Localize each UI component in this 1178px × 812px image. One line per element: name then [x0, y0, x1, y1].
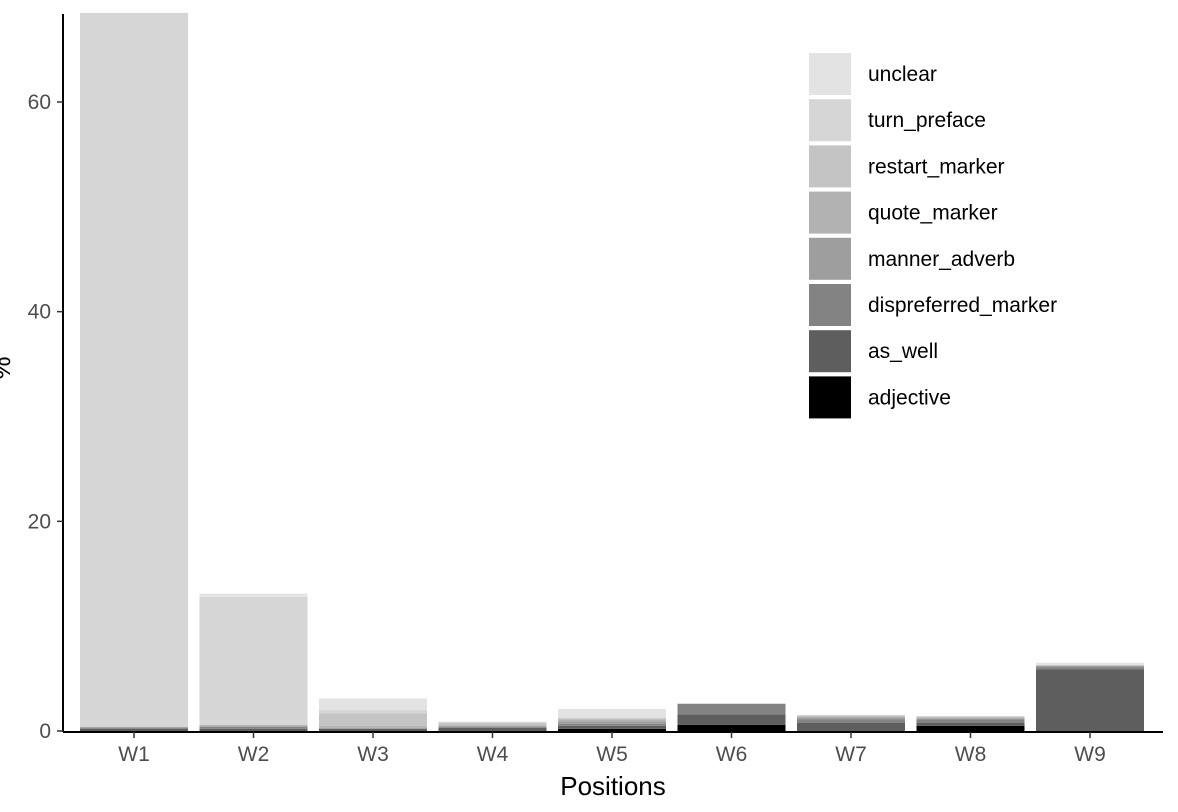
- bar-segment-W1-manner_adverb: [80, 726, 188, 728]
- bar-segment-W4-dispreferred_marker: [438, 726, 547, 728]
- legend-key: [809, 284, 851, 326]
- bar-segment-W2-unclear: [199, 593, 308, 597]
- legend-label: quote_marker: [868, 202, 998, 225]
- bar-segment-W2-dispreferred_marker: [199, 726, 308, 729]
- bar-segment-W5-unclear: [558, 708, 666, 718]
- bar-segment-W3-quote_marker: [319, 725, 427, 728]
- bar-segment-W9-restart_marker: [1036, 664, 1144, 667]
- legend-key: [809, 145, 851, 188]
- legend-key: [809, 53, 851, 95]
- bar-segment-W9-unclear: [1036, 662, 1144, 665]
- legend-label: restart_marker: [868, 155, 1005, 178]
- y-axis-title: %: [0, 356, 16, 379]
- bars: [80, 12, 1144, 731]
- x-axis-title: Positions: [560, 771, 666, 801]
- bar-segment-W6-dispreferred_marker: [677, 703, 786, 715]
- legend: unclear turn_preface restart_marker quote_m…: [809, 53, 1057, 419]
- bar-segment-W4-manner_adverb: [438, 725, 547, 727]
- bar-segment-W4-restart_marker: [438, 722, 547, 725]
- legend-key: [809, 191, 851, 234]
- bar-segment-W3-restart_marker: [319, 713, 427, 726]
- bar-segment-W2-manner_adverb: [199, 725, 308, 727]
- legend-key: [809, 99, 851, 142]
- bar-segment-W7-manner_adverb: [797, 717, 905, 720]
- legend-item-turn_preface: turn_preface: [809, 99, 986, 142]
- bar-segment-W5-quote_marker: [558, 719, 666, 722]
- bar-segment-W4-as_well: [438, 727, 547, 731]
- legend-item-unclear: unclear: [809, 53, 937, 95]
- bar-segment-W9-as_well: [1036, 669, 1144, 731]
- bar-segment-W3-as_well: [319, 728, 427, 731]
- bar-segment-W3-turn_preface: [319, 710, 427, 714]
- bar-segment-W7-as_well: [797, 722, 905, 731]
- bar-segment-W8-quote_marker: [916, 717, 1025, 719]
- bar-segment-W8-manner_adverb: [916, 718, 1025, 720]
- legend-item-dispreferred_marker: dispreferred_marker: [809, 284, 1057, 326]
- bar-segment-W6-adjective: [677, 724, 786, 731]
- legend-label: unclear: [868, 63, 937, 86]
- x-tick-label: W2: [238, 743, 270, 766]
- y-tick-label: 40: [28, 301, 51, 324]
- bar-segment-W7-dispreferred_marker: [797, 719, 905, 723]
- bar-segment-W5-dispreferred_marker: [558, 723, 666, 726]
- y-tick-label: 0: [39, 720, 51, 743]
- bar-segment-W3-manner_adverb: [319, 727, 427, 729]
- x-tick-label: W9: [1074, 743, 1106, 766]
- bar-segment-W7-quote_marker: [797, 716, 905, 718]
- bar-segment-W1-as_well: [80, 728, 188, 731]
- legend-item-adjective: adjective: [809, 376, 951, 419]
- bar-segment-W1-dispreferred_marker: [80, 727, 188, 729]
- bar-segment-W1-turn_preface: [80, 12, 188, 727]
- bar-segment-W7-restart_marker: [797, 715, 905, 717]
- bar-segment-W5-restart_marker: [558, 718, 666, 720]
- bar-segment-W2-as_well: [199, 728, 308, 731]
- x-tick-label: W1: [118, 743, 150, 766]
- bar-segment-W8-as_well: [916, 722, 1025, 726]
- bar-segment-W4-unclear: [438, 721, 547, 723]
- bar-segment-W5-as_well: [558, 725, 666, 729]
- legend-label: turn_preface: [868, 109, 986, 132]
- x-tick-label: W3: [357, 743, 389, 766]
- bar-segment-W5-adjective: [558, 728, 666, 731]
- y-tick-label: 60: [28, 91, 51, 114]
- x-tick-label: W7: [835, 743, 867, 766]
- bar-segment-W8-adjective: [916, 725, 1025, 731]
- x-tick-label: W5: [596, 743, 628, 766]
- bar-segment-W2-quote_marker: [199, 724, 308, 726]
- x-axis-ticks: W1 W2 W3 W4 W5 W6 W7 W8 W9: [118, 732, 1106, 766]
- bar-segment-W8-dispreferred_marker: [916, 719, 1025, 723]
- legend-label: dispreferred_marker: [868, 294, 1057, 317]
- plot-area: 0 20 40 60 W1 W2 W3 W4 W5 W6 W7 W8 W9: [28, 12, 1163, 766]
- bar-segment-W3-unclear: [319, 698, 427, 711]
- bar-segment-W8-restart_marker: [916, 716, 1025, 718]
- bar-segment-W5-manner_adverb: [558, 721, 666, 724]
- legend-key: [809, 376, 851, 419]
- legend-label: adjective: [868, 386, 951, 409]
- x-tick-label: W6: [716, 743, 748, 766]
- bar-segment-W5-turn_preface: [558, 717, 666, 719]
- x-tick-label: W8: [955, 743, 987, 766]
- bar-segment-W9-manner_adverb: [1036, 666, 1144, 668]
- legend-label: manner_adverb: [868, 248, 1015, 271]
- legend-key: [809, 330, 851, 373]
- bar-segment-W2-turn_preface: [199, 596, 308, 725]
- legend-key: [809, 237, 851, 280]
- x-tick-label: W4: [477, 743, 509, 766]
- legend-item-manner_adverb: manner_adverb: [809, 237, 1015, 280]
- legend-item-restart_marker: restart_marker: [809, 145, 1005, 188]
- bar-segment-W4-quote_marker: [438, 724, 547, 726]
- legend-item-as_well: as_well: [809, 330, 938, 373]
- y-tick-label: 20: [28, 510, 51, 533]
- bar-segment-W9-dispreferred_marker: [1036, 667, 1144, 670]
- y-axis-ticks: 0 20 40 60: [28, 91, 63, 743]
- legend-label: as_well: [868, 340, 938, 363]
- legend-item-quote_marker: quote_marker: [809, 191, 998, 234]
- bar-segment-W6-as_well: [677, 714, 786, 725]
